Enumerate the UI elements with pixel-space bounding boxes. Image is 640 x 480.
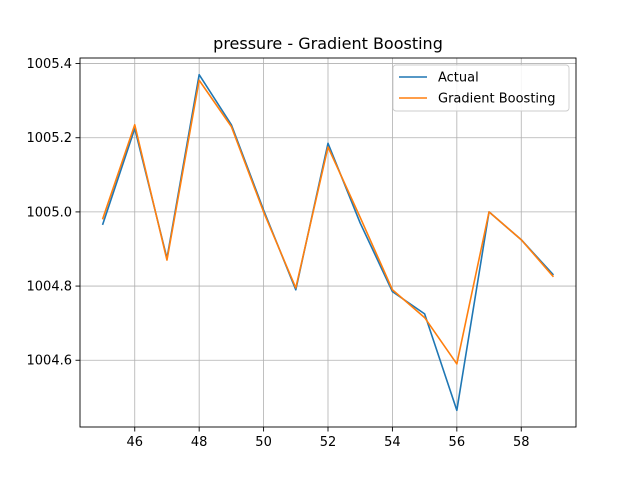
chart-title: pressure - Gradient Boosting <box>213 34 443 53</box>
legend-label: Gradient Boosting <box>438 92 556 107</box>
y-tick-label: 1004.6 <box>27 354 73 369</box>
x-tick-label: 50 <box>255 435 272 450</box>
plot-area: 46 48 50 52 54 56 58 1004.6 1004.8 1005.0 1005.2 10… <box>27 57 577 450</box>
legend: Actual Gradient Boosting <box>392 64 570 112</box>
legend-box <box>392 64 570 112</box>
y-tick-label: 1005.0 <box>27 205 73 220</box>
x-tick-label: 52 <box>320 435 337 450</box>
series-line-gradient-boosting <box>101 79 555 365</box>
legend-label: Actual <box>438 71 479 86</box>
y-tick-label: 1005.2 <box>27 131 73 146</box>
y-tick-label: 1005.4 <box>27 57 73 72</box>
x-tick-label: 46 <box>126 435 143 450</box>
x-tick-label: 48 <box>191 435 208 450</box>
x-tick-label: 56 <box>449 435 466 450</box>
x-tick-label: 54 <box>384 435 401 450</box>
y-tick-label: 1004.8 <box>27 280 73 295</box>
x-tick-label: 58 <box>513 435 530 450</box>
